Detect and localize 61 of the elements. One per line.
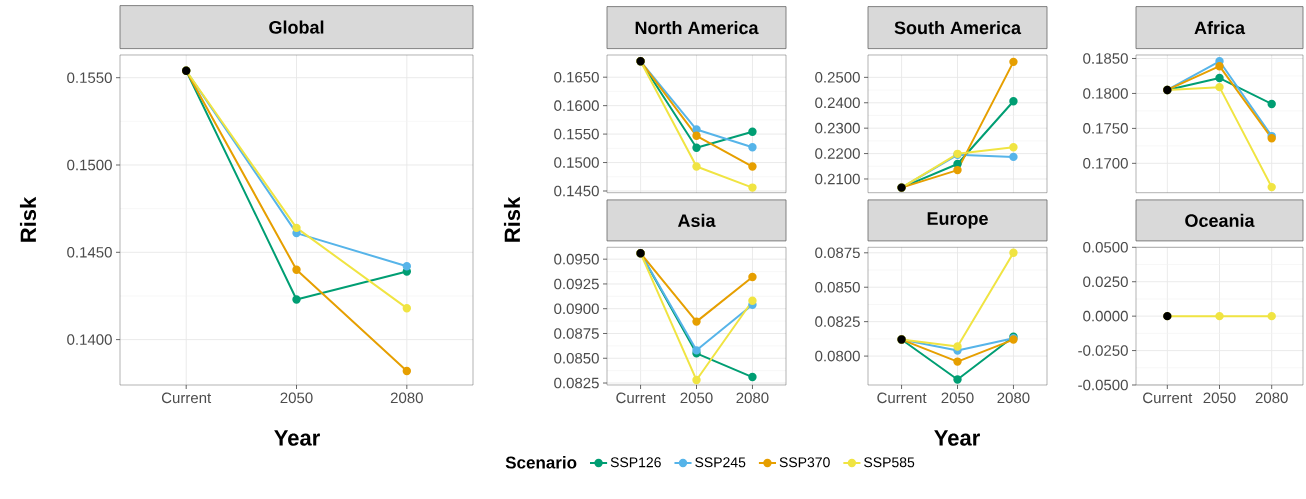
y-tick-label: 0.0850 bbox=[815, 281, 860, 293]
legend-label: SSP370 bbox=[779, 457, 830, 468]
y-tick-label: 0.1550 bbox=[67, 72, 112, 83]
y-tick-label: 0.0925 bbox=[554, 278, 599, 290]
y-tick-label: 0.1500 bbox=[67, 159, 112, 171]
chart-title: North America bbox=[635, 20, 759, 35]
legend-label: SSP585 bbox=[864, 457, 915, 468]
legend-label: SSP245 bbox=[695, 457, 746, 468]
x-tick-label: 2050 bbox=[680, 392, 713, 404]
legend-label: SSP126 bbox=[610, 457, 661, 468]
x-axis-title: Year bbox=[934, 430, 980, 446]
x-tick-label: 2080 bbox=[736, 392, 769, 404]
y-tick-label: 0.0825 bbox=[554, 377, 599, 389]
y-tick-label: 0.0850 bbox=[554, 352, 599, 364]
x-tick-label: Current bbox=[616, 392, 666, 404]
chart-title: Africa bbox=[1194, 20, 1246, 35]
chart-title: Global bbox=[269, 20, 324, 34]
chart-title: Oceania bbox=[1185, 213, 1255, 228]
y-tick-label: 0.0875 bbox=[815, 247, 860, 259]
x-tick-label: Current bbox=[1143, 392, 1193, 404]
y-tick-label: 0.2500 bbox=[815, 72, 860, 83]
y-tick-label: 0.1800 bbox=[1083, 88, 1128, 99]
x-tick-label: 2050 bbox=[280, 392, 313, 404]
x-tick-label: 2080 bbox=[1255, 392, 1288, 404]
y-tick-label: 0.1700 bbox=[1083, 158, 1128, 169]
y-tick-label: 0.0825 bbox=[815, 316, 860, 327]
y-tick-label: 0.1400 bbox=[67, 334, 112, 345]
x-tick-label: 2080 bbox=[997, 392, 1030, 404]
x-tick-label: 2080 bbox=[390, 392, 423, 404]
x-tick-label: 2050 bbox=[1203, 392, 1236, 404]
y-axis-title: Risk bbox=[503, 196, 521, 242]
y-tick-label: 0.2200 bbox=[815, 148, 860, 159]
y-tick-label: -0.0500 bbox=[1078, 379, 1128, 391]
y-tick-label: 0.0250 bbox=[1083, 276, 1128, 288]
y-tick-label: 0.1550 bbox=[554, 128, 599, 140]
x-tick-label: Current bbox=[161, 392, 212, 404]
chart-title: South America bbox=[894, 20, 1022, 35]
y-tick-label: 0.1750 bbox=[1083, 123, 1128, 134]
y-tick-label: 0.1500 bbox=[554, 157, 599, 168]
chart-title: Europe bbox=[927, 212, 988, 229]
y-tick-label: 0.1850 bbox=[1083, 53, 1128, 64]
y-tick-label: 0.1450 bbox=[67, 246, 112, 258]
y-tick-label: 0.1650 bbox=[554, 71, 599, 83]
y-tick-label: 0.0000 bbox=[1083, 310, 1128, 322]
y-tick-label: 0.2400 bbox=[815, 97, 860, 109]
y-tick-label: 0.1450 bbox=[554, 185, 599, 197]
y-axis-title: Risk bbox=[19, 196, 37, 242]
y-tick-label: 0.0900 bbox=[554, 303, 599, 315]
y-tick-label: -0.0250 bbox=[1078, 345, 1128, 356]
chart-title: Asia bbox=[677, 213, 716, 228]
legend-title: Scenario bbox=[505, 456, 577, 469]
x-axis-title: Year bbox=[274, 430, 320, 446]
x-tick-label: 2050 bbox=[941, 392, 974, 404]
y-tick-label: 0.0500 bbox=[1083, 241, 1128, 253]
y-tick-label: 0.0950 bbox=[554, 253, 599, 265]
y-tick-label: 0.0875 bbox=[554, 328, 599, 339]
x-tick-label: Current bbox=[877, 392, 927, 404]
y-tick-label: 0.1600 bbox=[554, 100, 599, 111]
y-tick-label: 0.2100 bbox=[815, 173, 860, 185]
y-tick-label: 0.2300 bbox=[815, 122, 860, 134]
y-tick-label: 0.0800 bbox=[815, 350, 860, 362]
